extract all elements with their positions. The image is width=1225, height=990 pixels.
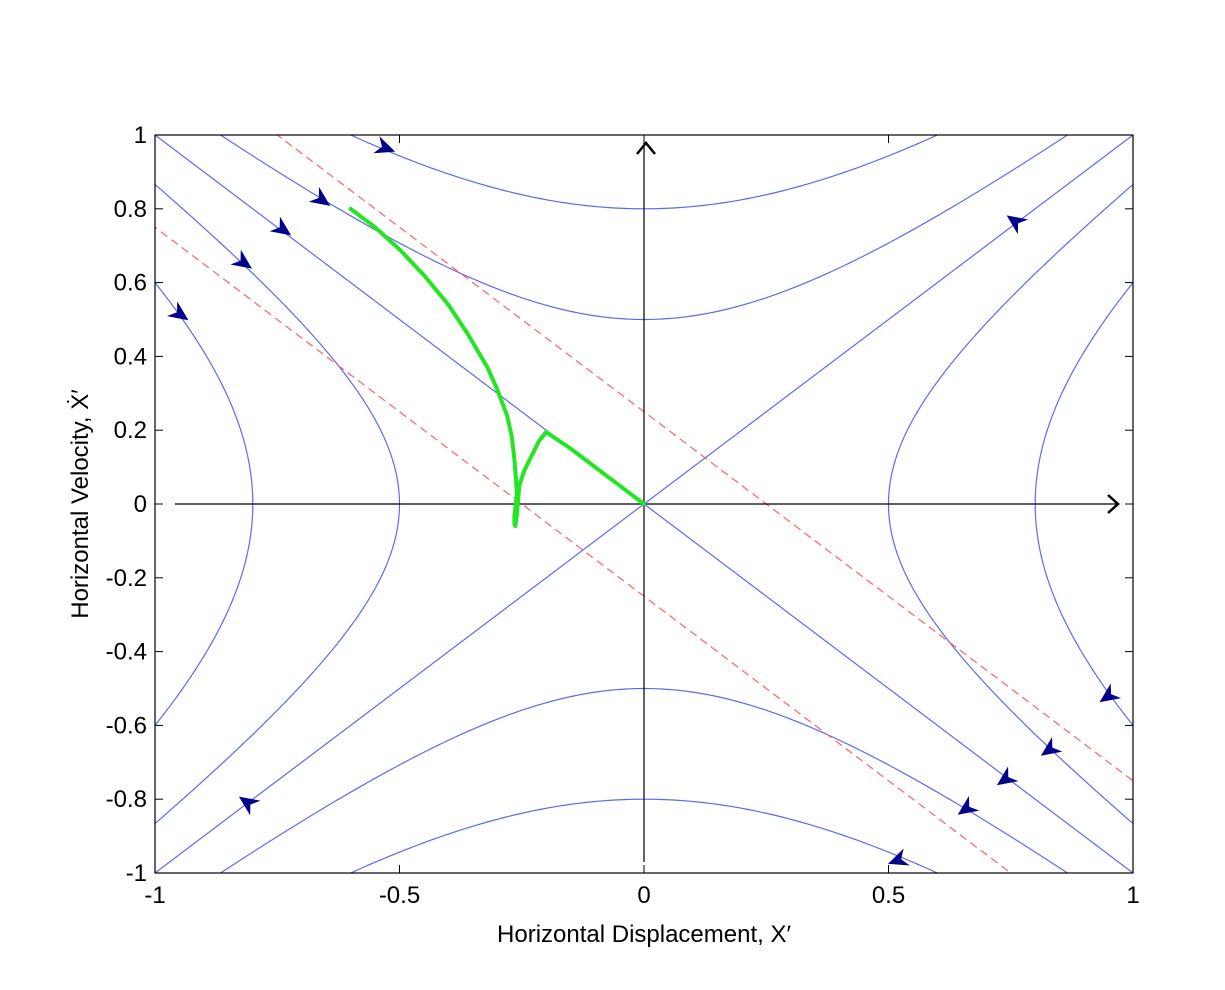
trajectory-path xyxy=(348,206,646,529)
axis-ticks: -1 -0.5 0 0.5 1 -1 -0.8 -0.6 -0.4 -0.2 0 0.2 0.4 0.6 0… xyxy=(106,122,1140,909)
x-tick-label: 0 xyxy=(637,882,650,909)
y-axis-label: Horizontal Velocity, Ẋ′ xyxy=(67,389,94,619)
direction-arrow-marker xyxy=(230,249,253,269)
y-tick-label: 0.8 xyxy=(114,196,147,223)
y-tick-label: -1 xyxy=(126,860,147,887)
y-tick-label: 0 xyxy=(134,491,147,518)
direction-arrow-marker xyxy=(166,301,189,321)
direction-markers xyxy=(166,136,1122,866)
y-tick-label: -0.8 xyxy=(106,786,147,813)
x-axis-label: Horizontal Displacement, X′ xyxy=(497,921,791,948)
direction-arrow-marker xyxy=(1099,683,1122,703)
y-tick-label: -0.6 xyxy=(106,712,147,739)
x-tick-label: 1 xyxy=(1126,882,1139,909)
direction-arrow-marker xyxy=(1006,215,1029,235)
direction-arrow-marker xyxy=(373,136,396,154)
y-tick-label: 0.2 xyxy=(114,417,147,444)
direction-arrow-marker xyxy=(1040,736,1063,756)
y-tick-label: -0.4 xyxy=(106,639,147,666)
y-tick-label: -0.2 xyxy=(106,565,147,592)
x-tick-label: 0.5 xyxy=(872,882,905,909)
direction-arrow-marker xyxy=(269,216,292,236)
y-tick-label: 0.4 xyxy=(114,343,147,370)
vertical-axis-arrowhead xyxy=(636,141,656,155)
direction-arrow-marker xyxy=(308,187,331,206)
horizontal-axis-arrowhead xyxy=(1107,494,1120,514)
x-tick-label: -0.5 xyxy=(379,882,420,909)
direction-arrow-marker xyxy=(957,795,980,815)
x-tick-label: -1 xyxy=(144,882,165,909)
direction-arrow-marker xyxy=(238,796,261,816)
direction-arrow-marker xyxy=(887,848,910,866)
y-tick-label: 0.6 xyxy=(114,270,147,297)
y-tick-label: 1 xyxy=(134,122,147,149)
direction-arrow-marker xyxy=(996,766,1019,786)
trajectory-layer xyxy=(348,206,646,529)
